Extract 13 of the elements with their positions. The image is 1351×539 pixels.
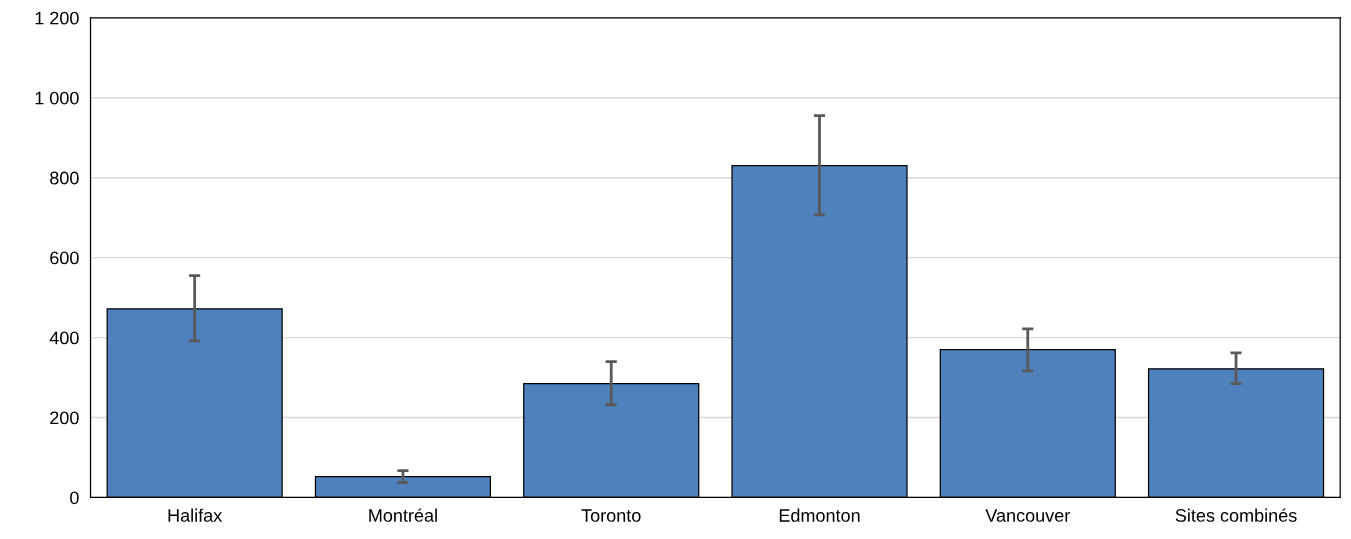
y-tick-label: 800 bbox=[50, 171, 79, 185]
y-tick-label: 200 bbox=[50, 411, 79, 425]
x-tick-label: Toronto bbox=[581, 509, 641, 522]
y-tick-label: 1 000 bbox=[35, 91, 79, 105]
x-tick-label: Vancouver bbox=[985, 509, 1070, 522]
x-tick-label: Halifax bbox=[168, 508, 223, 522]
y-tick-label: 400 bbox=[49, 331, 79, 345]
y-tick-label: 0 bbox=[70, 491, 79, 505]
x-tick-label: Montréal bbox=[369, 508, 437, 522]
y-tick-label: 600 bbox=[50, 251, 79, 265]
x-tick-label: Sites combinés bbox=[1175, 508, 1297, 522]
y-tick-label: 1 200 bbox=[35, 11, 79, 25]
x-tick-label: Edmonton bbox=[779, 508, 860, 522]
